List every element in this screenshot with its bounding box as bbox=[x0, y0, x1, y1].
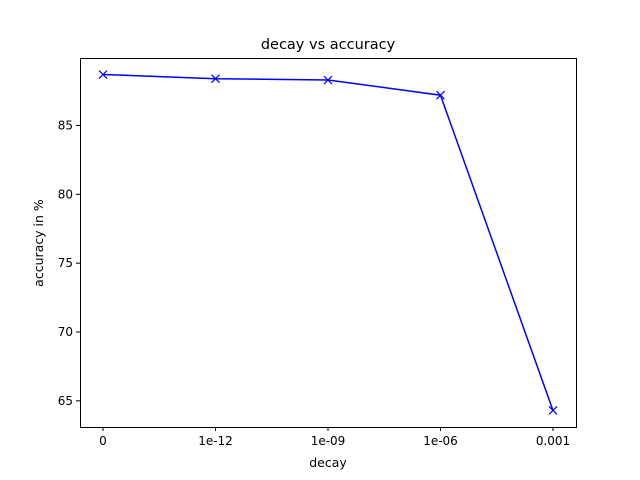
chart-title: decay vs accuracy bbox=[261, 37, 396, 53]
x-tick-label: 1e-12 bbox=[198, 434, 233, 448]
y-tick-label: 75 bbox=[58, 256, 73, 270]
y-tick-label: 80 bbox=[58, 187, 73, 201]
y-tick-label: 85 bbox=[58, 118, 73, 132]
y-tick-label: 65 bbox=[58, 394, 73, 408]
axes-frame bbox=[80, 58, 577, 428]
data-point-marker bbox=[98, 70, 108, 79]
y-tick-label: 70 bbox=[58, 325, 73, 339]
marker-stroke bbox=[548, 406, 558, 415]
x-tick-label: 0 bbox=[99, 434, 107, 448]
data-point-marker bbox=[548, 406, 558, 415]
data-point-marker bbox=[323, 75, 333, 85]
marker-stroke bbox=[211, 74, 220, 84]
plot-area: 0 1e-12 1e-09 1e-06 0.001 65 70 75 80 85 bbox=[58, 70, 570, 448]
marker-stroke bbox=[436, 90, 445, 100]
y-axis-label: accuracy in % bbox=[31, 199, 46, 287]
data-point-marker bbox=[436, 90, 445, 100]
marker-stroke bbox=[323, 75, 333, 85]
x-tick-label: 0.001 bbox=[536, 434, 570, 448]
x-tick-label: 1e-06 bbox=[423, 434, 458, 448]
x-axis-label: decay bbox=[309, 455, 347, 470]
marker-stroke bbox=[98, 70, 108, 79]
data-point-marker bbox=[211, 74, 220, 84]
x-tick-label: 1e-09 bbox=[311, 434, 346, 448]
